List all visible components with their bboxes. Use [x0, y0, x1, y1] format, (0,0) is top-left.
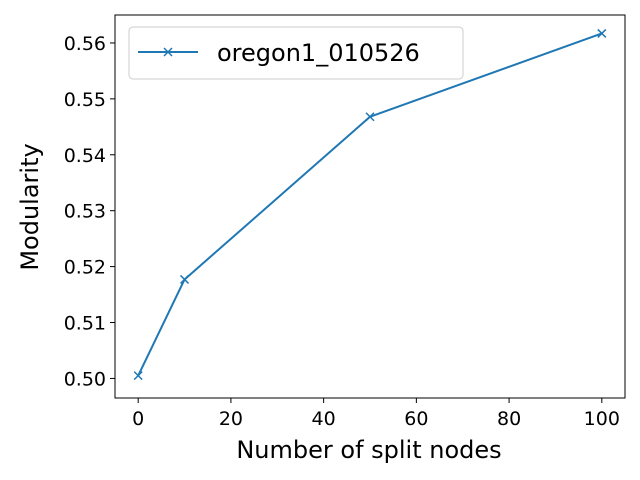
y-tick-label: 0.50: [64, 368, 106, 390]
data-point-marker: [133, 371, 143, 381]
legend-box: [128, 26, 464, 80]
x-tick-label: 100: [584, 408, 620, 430]
x-tick-label: 60: [404, 408, 428, 430]
plot-frame: [114, 14, 626, 399]
data-point-marker: [365, 112, 375, 122]
y-tick-label: 0.53: [64, 201, 106, 223]
x-axis-label: Number of split nodes: [236, 436, 501, 464]
y-tick-label: 0.54: [64, 145, 106, 167]
legend-marker-swatch: [163, 47, 173, 57]
x-tick-label: 80: [497, 408, 521, 430]
x-tick-label: 20: [219, 408, 243, 430]
data-point-marker: [597, 28, 607, 38]
data-point-marker: [180, 274, 190, 284]
y-tick-label: 0.56: [64, 33, 106, 55]
y-axis: 0.50 0.51 0.52 0.53 0.54 0.55 0.56: [64, 33, 115, 390]
legend-label: oregon1_010526: [217, 39, 420, 67]
x-tick-label: 0: [132, 408, 144, 430]
plot-series: [133, 28, 607, 381]
y-axis-label: Modularity: [16, 143, 44, 270]
x-tick-label: 40: [312, 408, 336, 430]
series-line: [137, 32, 603, 377]
x-axis: 0 20 40 60 80 100: [132, 398, 620, 430]
y-tick-label: 0.51: [64, 313, 106, 335]
legend: oregon1_010526: [128, 26, 464, 80]
y-tick-label: 0.52: [64, 257, 106, 279]
y-tick-label: 0.55: [64, 89, 106, 111]
legend-marker-x: [163, 47, 173, 57]
